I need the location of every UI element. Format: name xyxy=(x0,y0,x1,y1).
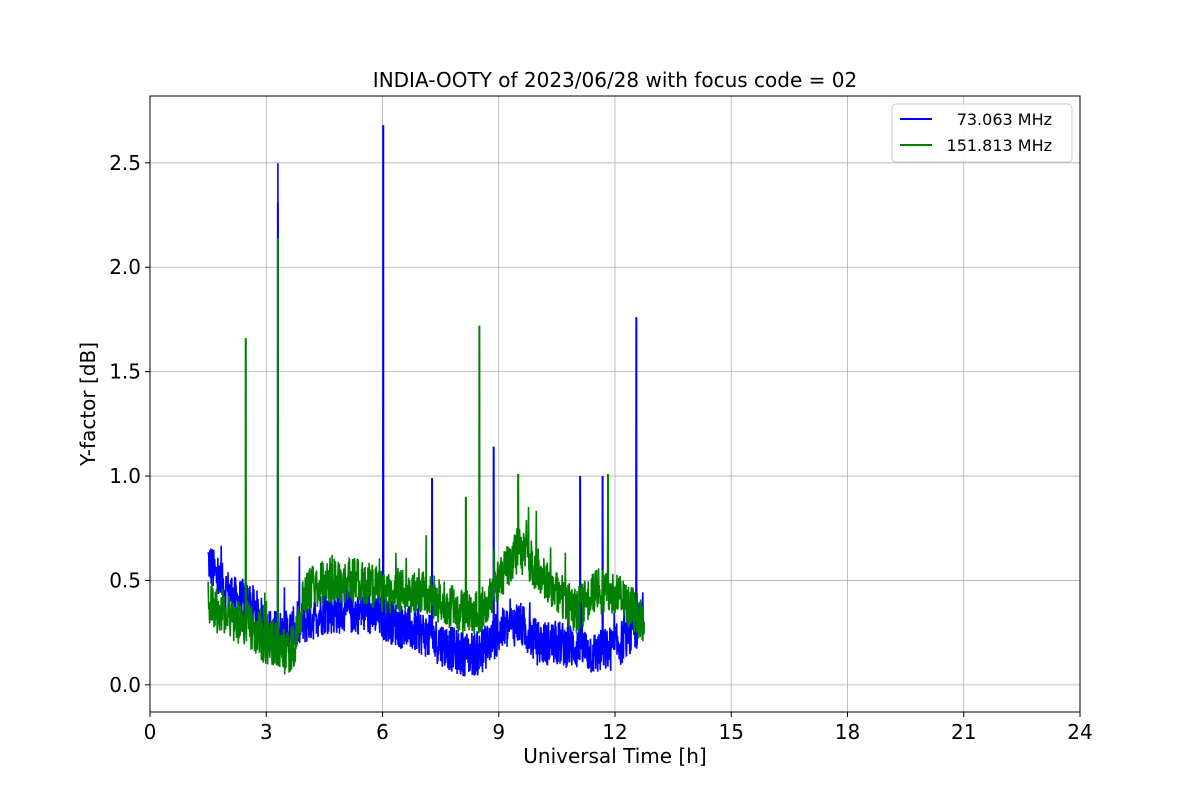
chart-legend: 73.063 MHz 151.813 MHz xyxy=(891,103,1073,163)
x-axis-label: Universal Time [h] xyxy=(523,744,706,768)
x-tick-label: 6 xyxy=(376,720,389,744)
x-tick-label: 24 xyxy=(1067,720,1092,744)
y-tick-label: 1.0 xyxy=(109,464,141,488)
x-tick-label: 3 xyxy=(260,720,273,744)
x-tick-label: 15 xyxy=(719,720,744,744)
x-tick-label: 21 xyxy=(951,720,976,744)
legend-box xyxy=(891,103,1073,163)
y-tick-label: 0.0 xyxy=(109,673,141,697)
x-tick-label: 0 xyxy=(144,720,157,744)
legend-label: 73.063 MHz xyxy=(957,110,1052,129)
y-tick-label: 2.0 xyxy=(109,255,141,279)
y-tick-label: 1.5 xyxy=(109,360,141,384)
series-layer xyxy=(207,125,645,677)
legend-label: 151.813 MHz xyxy=(947,136,1052,155)
chart-title: INDIA-OOTY of 2023/06/28 with focus code… xyxy=(373,68,857,92)
series-line xyxy=(207,237,645,675)
x-tick-label: 9 xyxy=(492,720,505,744)
y-tick-label: 2.5 xyxy=(109,151,141,175)
tick-layer: 0 3 6 9 12 15 18 21 24 0.0 0.5 1.0 1.5 2.0 2.5 xyxy=(109,151,1093,744)
x-tick-label: 18 xyxy=(835,720,860,744)
x-tick-label: 12 xyxy=(602,720,627,744)
y-axis-label: Y-factor [dB] xyxy=(76,342,100,467)
y-tick-label: 0.5 xyxy=(109,568,141,592)
